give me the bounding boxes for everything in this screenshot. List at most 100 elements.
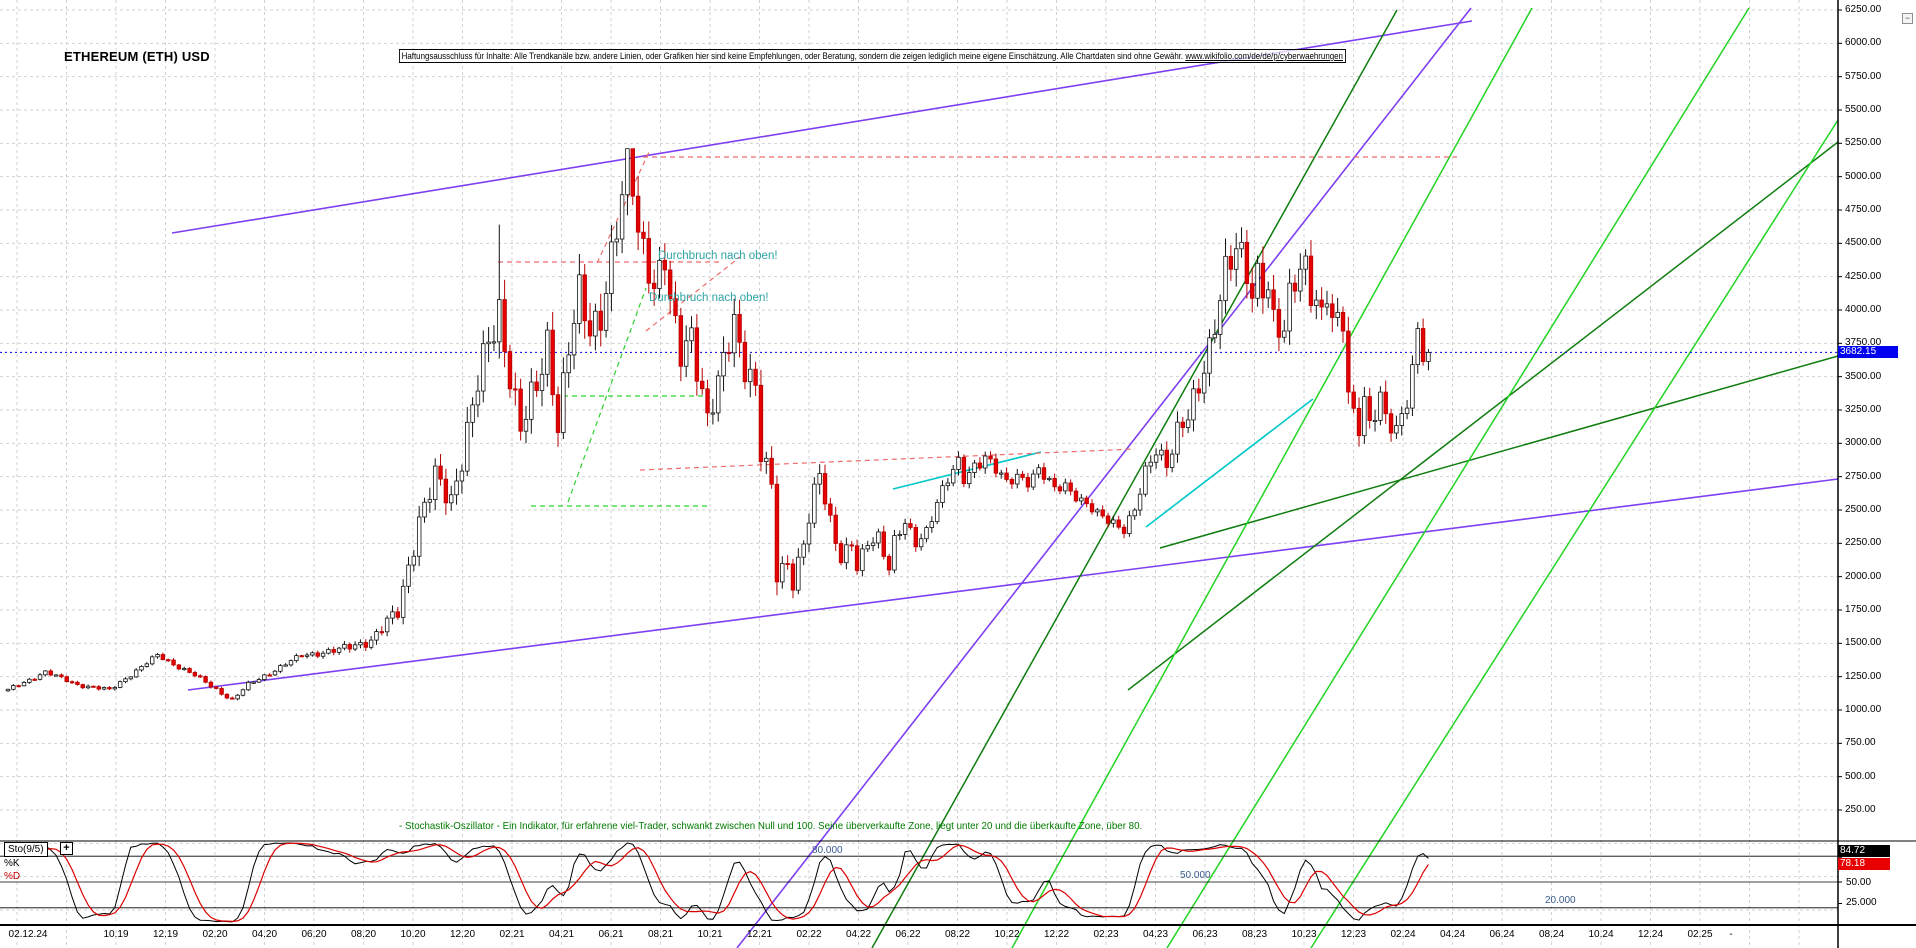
x-axis-label: 08.23 [1241,929,1268,940]
x-axis-label: 04.24 [1439,929,1466,940]
trendline-lightgreen-1[interactable] [1011,7,1533,948]
trendline-darkgreen-steep[interactable] [871,9,1398,948]
trendline-lightgreen-3[interactable] [1310,119,1839,948]
x-axis-label: 06.21 [598,929,624,940]
stoch-k-label: %K [4,858,20,869]
stoch-k-line [7,842,1429,923]
stochastic-panel [0,840,1916,926]
y-axis-label: 2250.00 [1845,537,1882,549]
stoch-d-line [7,842,1429,923]
y-axis-label: 2000.00 [1845,570,1882,582]
stoch-level-label: 80.000 [812,845,843,856]
current-price-tag: 3682.15 [1838,346,1898,358]
x-axis-label: 02.23 [1093,929,1119,940]
x-axis-label: 02.21 [499,929,525,940]
y-axis-label: 500.00 [1845,770,1876,782]
x-axis-label: 02.25 [1687,929,1713,940]
y-axis-label: 4000.00 [1845,304,1882,315]
y-axis-label: 6000.00 [1845,37,1882,49]
x-axis-label: 08.20 [350,929,377,940]
y-axis-label: 5250.00 [1845,137,1882,149]
x-axis-label: 06.23 [1192,929,1218,940]
x-axis-label: - [1729,929,1733,940]
x-axis-label: 04.21 [548,929,575,940]
x-axis-label: 12.19 [152,929,179,940]
disclaimer-box: Haftungsausschluss für Inhalte: Alle Tre… [399,49,1346,63]
trendline-red-level-mid[interactable] [639,448,1136,471]
expand-plus-icon[interactable]: + [60,842,73,855]
x-axis-label: 06.20 [301,929,327,940]
stoch-d-value-tag: 78.18 [1838,858,1890,870]
y-axis-label: 4250.00 [1845,270,1882,282]
trendline-lightgreen-2[interactable] [1166,7,1750,948]
stoch-d-label: %D [4,871,21,882]
x-axis-label: 04.22 [845,929,872,940]
x-axis-label: 10.21 [697,929,723,940]
disclaimer-link[interactable]: www.wikifolio.com/de/de/p/cyberwaehrunge… [1185,51,1343,61]
x-axis-label: 12.22 [1043,929,1070,940]
stoch-mid-level-label: 50.00 [1846,877,1872,888]
x-axis-label: 12.21 [746,929,773,940]
stochastic-indicator-label: Sto(9/5) [4,842,48,857]
x-axis-label: 10.24 [1588,929,1614,940]
x-axis-label: 04.20 [251,929,278,940]
trendline-purple-steep[interactable] [736,7,1472,948]
y-axis-label: 2500.00 [1845,504,1882,515]
annotation-breakout-1: Durchbruch nach oben! [658,250,778,262]
y-axis-label: 4500.00 [1845,237,1882,249]
stoch-low-level-label: 25.000 [1846,897,1877,908]
page-title: ETHEREUM (ETH) USD [64,49,210,64]
trendline-red-diag-peak[interactable] [596,149,651,264]
trendline-green-dash-diag[interactable] [567,287,647,503]
trendline-cyan-support-2[interactable] [1145,398,1314,528]
trendline-red-diag-breakout[interactable] [645,256,741,332]
x-axis-label: 10.19 [103,929,129,940]
stoch-level-label: 20.000 [1545,895,1576,906]
y-axis-label: 5750.00 [1845,70,1882,82]
stoch-level-label: 50.000 [1180,870,1211,881]
x-axis-label: 12.20 [449,929,476,940]
x-axis-label: 02.20 [202,929,228,940]
annotation-breakout-2: Durchbruch nach oben! [649,292,769,304]
y-axis-label: 1000.00 [1845,704,1882,715]
y-axis-label: 1750.00 [1845,604,1882,615]
trendline-cyan-support-1[interactable] [892,451,1042,490]
y-axis-label: 1500.00 [1845,637,1882,649]
stochastic-description: - Stochastik-Oszillator - Ein Indikator,… [399,820,1143,832]
y-axis-label: 3500.00 [1845,370,1882,382]
x-axis-label: 12.23 [1340,929,1367,940]
x-axis-label: 10.20 [400,929,426,940]
disclaimer-text: Haftungsausschluss für Inhalte: Alle Tre… [401,51,1186,61]
x-axis-label: 06.22 [895,929,921,940]
stoch-k-value-tag: 84.72 [1838,845,1890,857]
y-axis-label: 4750.00 [1845,204,1882,215]
y-axis-label: 1250.00 [1845,670,1882,682]
minimize-icon[interactable]: − [1902,13,1913,24]
trendline-darkgreen-mid[interactable] [1127,141,1839,691]
y-axis-label: 3000.00 [1845,437,1882,449]
trendline-darkgreen-shallow[interactable] [1159,355,1839,549]
y-axis-label: 250.00 [1845,804,1876,815]
x-axis-label: 02.24 [1390,929,1416,940]
y-axis-label: 2750.00 [1845,470,1882,482]
y-axis-label: 3750.00 [1845,337,1882,349]
x-axis-label: 08.21 [647,929,674,940]
x-axis-label: 12.24 [1637,929,1664,940]
y-axis-label: 3250.00 [1845,404,1882,415]
x-axis-label: 02.22 [796,929,822,940]
x-axis-label: 10.23 [1291,929,1317,940]
y-axis-label: 6250.00 [1845,4,1882,15]
y-axis-label: 750.00 [1845,737,1876,749]
x-axis-label: 04.23 [1142,929,1169,940]
x-axis-label: 06.24 [1489,929,1515,940]
x-axis-label: 10.22 [994,929,1020,940]
x-axis-label: 02.12.24 [8,929,48,940]
grid [0,0,1838,946]
candlestick-series [5,148,1431,701]
x-axis-label: 08.24 [1538,929,1565,940]
x-axis-label: 08.22 [944,929,971,940]
trendline-purple-channel-bottom[interactable] [187,478,1839,691]
y-axis-label: 5000.00 [1845,170,1882,182]
